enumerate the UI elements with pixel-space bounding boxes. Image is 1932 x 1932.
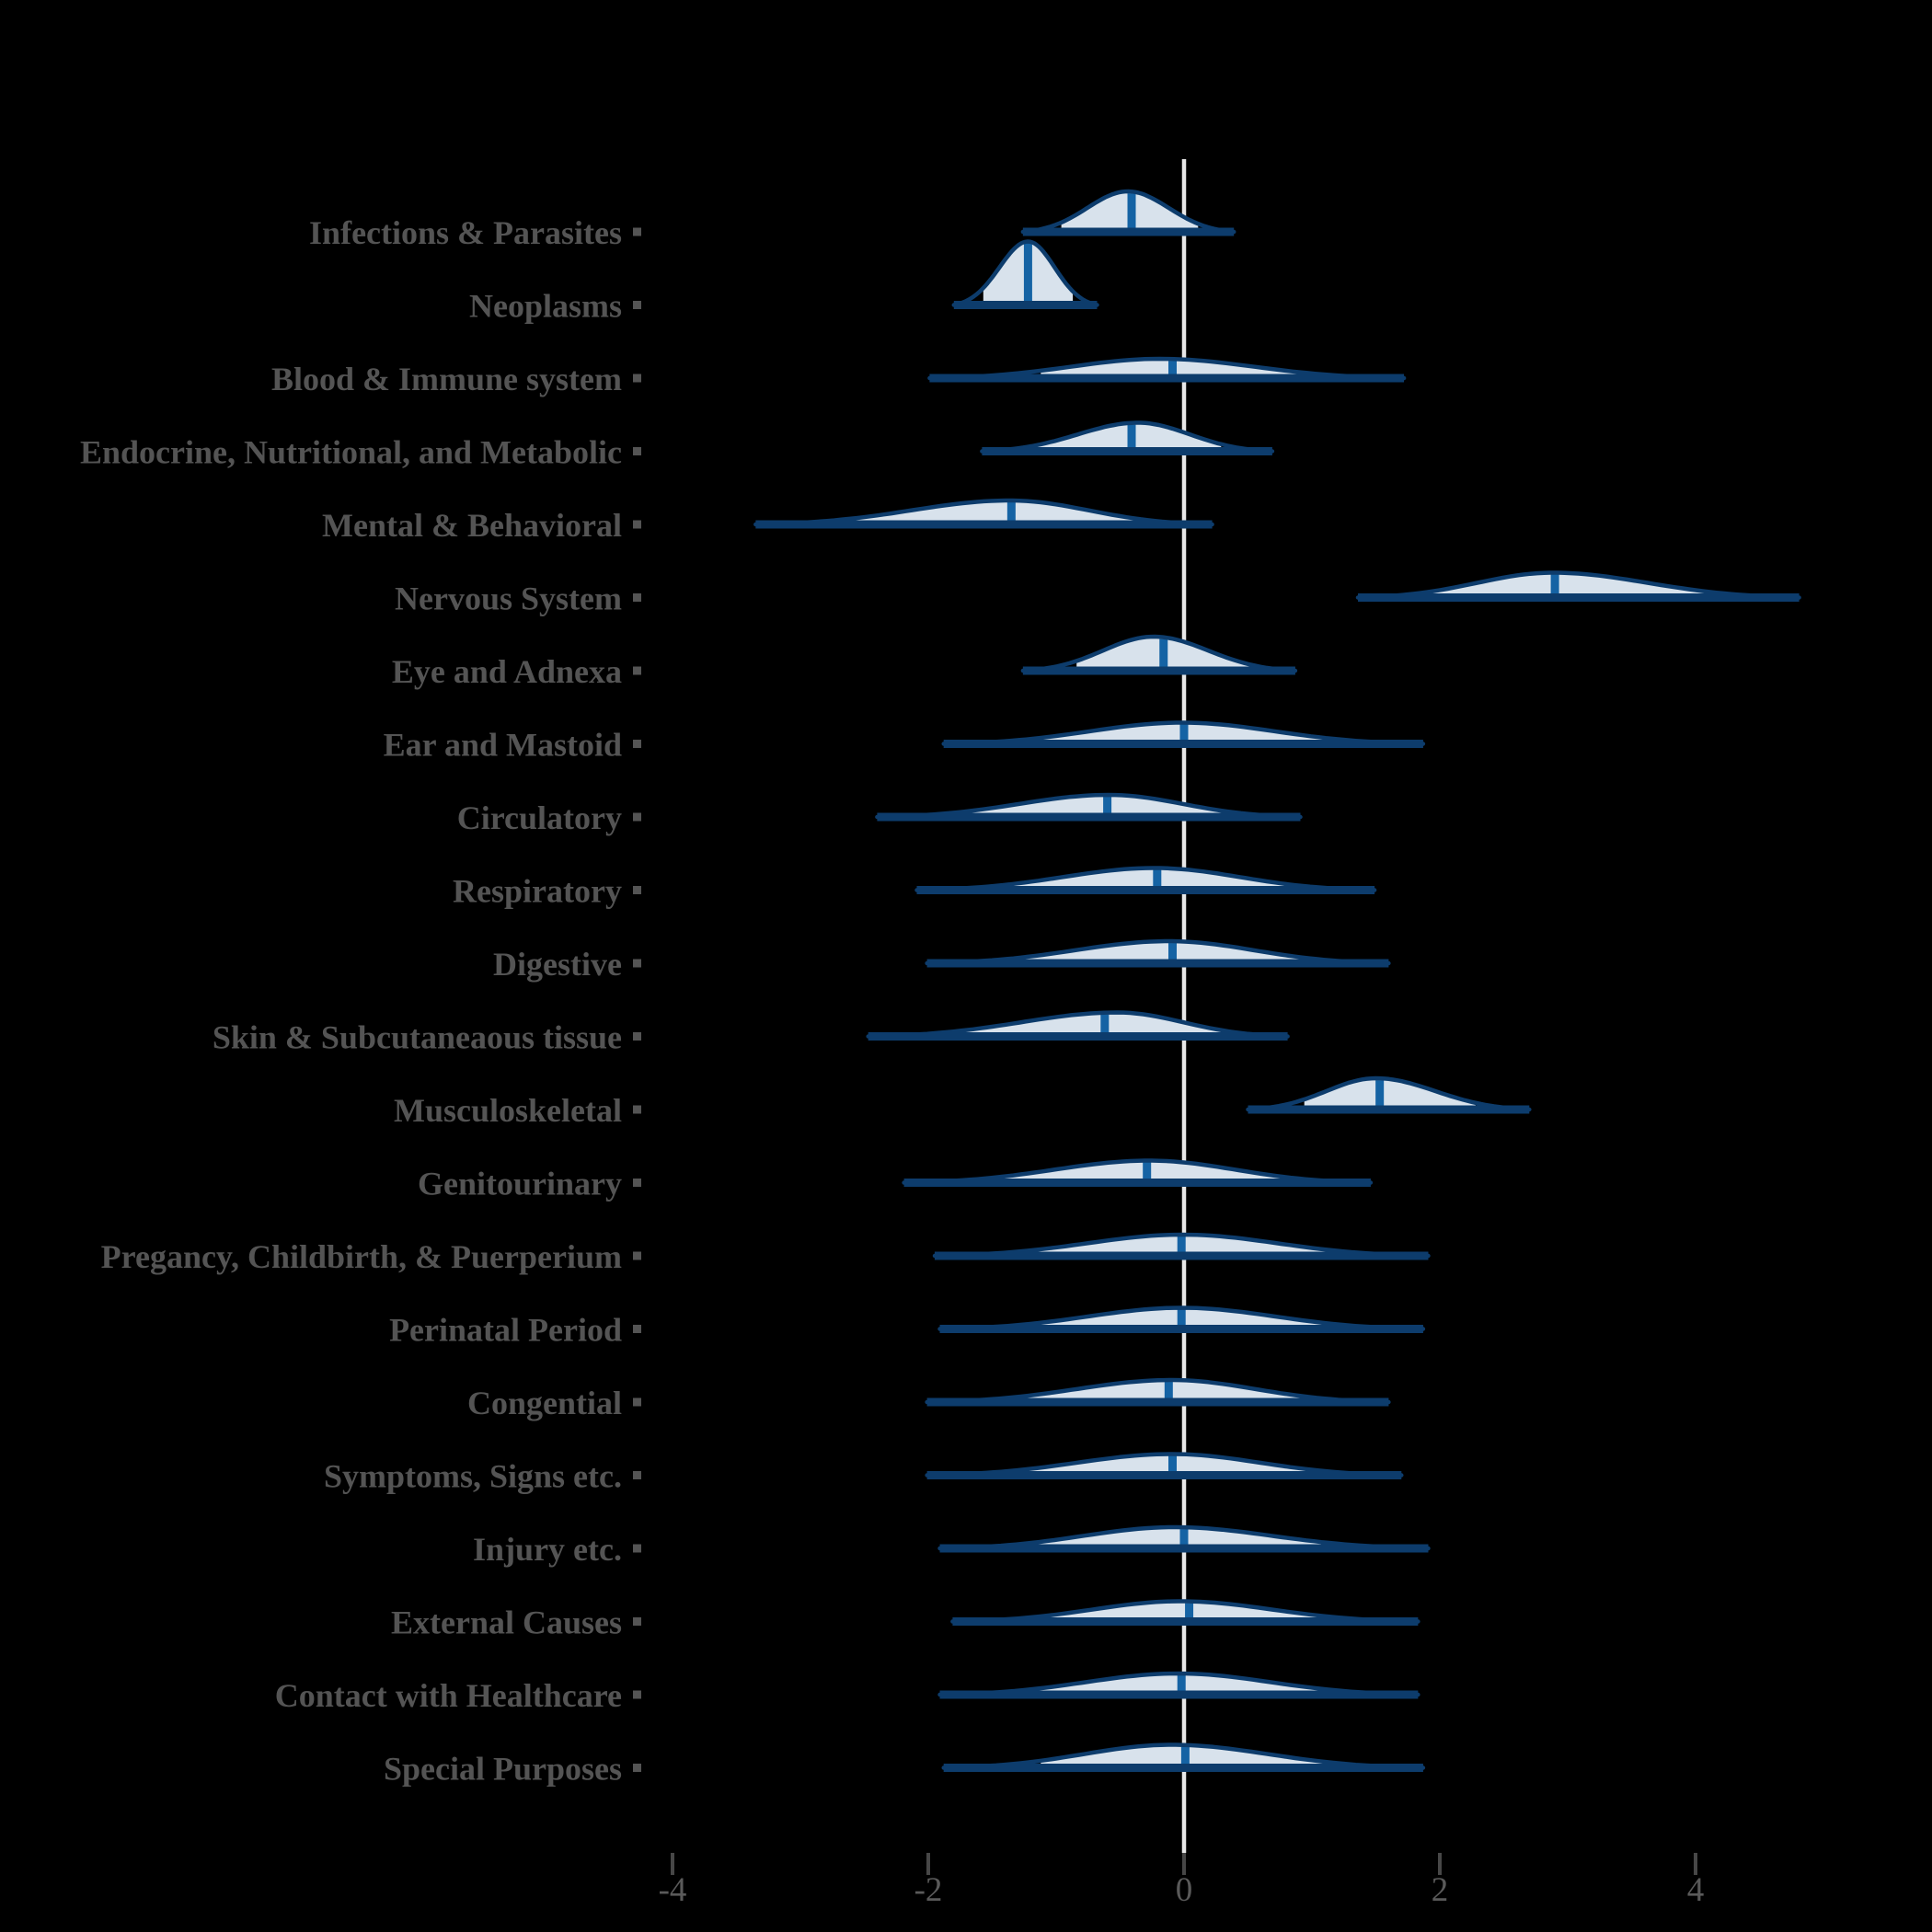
category-label: Contact with Healthcare — [275, 1677, 622, 1714]
category-tick-marker — [633, 1105, 641, 1114]
density-row: Respiratory — [453, 866, 1377, 910]
x-axis-tick-label: 2 — [1432, 1871, 1449, 1909]
category-label: Perinatal Period — [389, 1312, 622, 1349]
density-row: External Causes — [391, 1599, 1420, 1641]
density-fill — [1014, 941, 1314, 963]
category-tick-marker — [633, 959, 641, 968]
density-row: Injury etc. — [473, 1524, 1431, 1568]
density-row: Musculoskeletal — [394, 1075, 1532, 1129]
category-tick-marker — [633, 1617, 641, 1626]
category-tick-marker — [633, 740, 641, 748]
category-tick-marker — [633, 812, 641, 822]
density-row: Ear and Mastoid — [384, 720, 1426, 764]
category-tick-marker — [633, 1690, 641, 1699]
x-axis-tick — [671, 1853, 674, 1875]
density-row: Circulatory — [457, 792, 1303, 836]
category-tick-marker — [633, 886, 641, 894]
category-label: Symptoms, Signs etc. — [324, 1458, 622, 1495]
density-row: Contact with Healthcare — [275, 1671, 1420, 1714]
category-tick-marker — [633, 1397, 641, 1407]
category-tick-marker — [633, 1544, 641, 1553]
density-row: Pregancy, Childbirth, & Puerperium — [101, 1232, 1431, 1275]
category-tick-marker — [633, 301, 641, 309]
category-tick-marker — [633, 447, 641, 455]
category-tick-marker — [633, 1179, 641, 1187]
category-label: Congential — [467, 1385, 622, 1421]
category-tick-marker — [633, 1251, 641, 1260]
category-label: Genitourinary — [418, 1166, 622, 1202]
density-row: Special Purposes — [384, 1742, 1426, 1788]
category-label: Special Purposes — [384, 1751, 622, 1788]
density-row: Infections & Parasites — [309, 189, 1236, 251]
density-row: Blood & Immune system — [271, 356, 1407, 397]
density-row: Neoplasms — [469, 239, 1099, 325]
density-outline — [1020, 189, 1236, 235]
category-tick-marker — [633, 666, 641, 675]
category-tick-marker — [633, 374, 641, 383]
x-axis-tick — [1438, 1853, 1442, 1875]
category-label: Pregancy, Childbirth, & Puerperium — [101, 1238, 622, 1275]
category-tick-marker — [633, 1471, 641, 1479]
category-label: Respiratory — [453, 873, 622, 910]
category-label: Musculoskeletal — [394, 1092, 622, 1129]
density-row: Nervous System — [395, 570, 1801, 617]
density-row: Congential — [467, 1377, 1391, 1421]
category-label: Infections & Parasites — [309, 214, 622, 251]
density-outline — [951, 239, 1099, 307]
category-label: Injury etc. — [473, 1531, 622, 1568]
category-label: Endocrine, Nutritional, and Metabolic — [80, 434, 622, 471]
density-row: Perinatal Period — [389, 1305, 1426, 1349]
density-outline — [1020, 634, 1298, 673]
category-tick-marker — [633, 593, 641, 602]
x-axis-tick — [926, 1853, 930, 1875]
category-label: Blood & Immune system — [271, 361, 622, 397]
density-row: Endocrine, Nutritional, and Metabolic — [80, 420, 1275, 471]
category-label: Neoplasms — [469, 288, 622, 325]
density-fill — [1304, 1078, 1476, 1110]
x-axis-tick — [1694, 1853, 1697, 1875]
density-outline — [1246, 1075, 1532, 1112]
category-tick-marker — [633, 227, 641, 236]
category-label: External Causes — [391, 1604, 622, 1641]
x-axis-tick-label: 0 — [1176, 1871, 1193, 1909]
category-label: Ear and Mastoid — [384, 727, 622, 764]
category-tick-marker — [633, 1325, 641, 1333]
density-row: Digestive — [493, 938, 1391, 983]
category-label: Circulatory — [457, 799, 622, 836]
density-row: Mental & Behavioral — [322, 498, 1214, 544]
density-fill — [963, 795, 1232, 817]
category-label: Nervous System — [395, 581, 622, 617]
density-row: Symptoms, Signs etc. — [324, 1452, 1404, 1495]
category-label: Skin & Subcutaneaous tissue — [213, 1019, 622, 1056]
density-row: Eye and Adnexa — [392, 634, 1298, 690]
category-tick-marker — [633, 1032, 641, 1041]
x-axis-tick-label: -2 — [914, 1871, 943, 1909]
category-label: Mental & Behavioral — [322, 507, 622, 544]
category-label: Eye and Adnexa — [392, 653, 622, 690]
category-tick-marker — [633, 1764, 641, 1772]
density-fill — [1014, 1380, 1314, 1402]
density-outline — [980, 420, 1275, 454]
x-axis-tick — [1182, 1853, 1186, 1875]
density-fill — [1419, 572, 1711, 598]
x-axis-tick-label: 4 — [1687, 1871, 1705, 1909]
x-axis-tick-label: -4 — [659, 1871, 687, 1909]
category-tick-marker — [633, 520, 641, 529]
density-row: Skin & Subcutaneaous tissue — [213, 1010, 1290, 1056]
density-row: Genitourinary — [418, 1158, 1374, 1202]
category-label: Digestive — [493, 946, 622, 983]
